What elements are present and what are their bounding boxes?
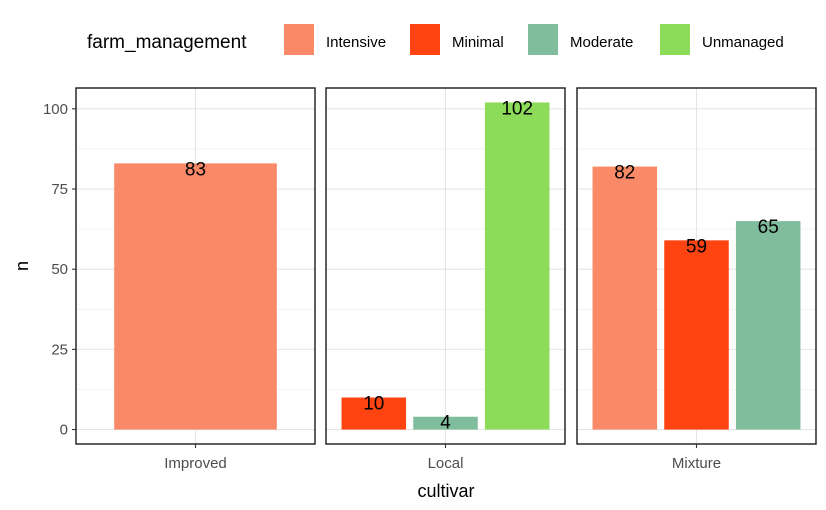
panel-mixture: 82 59 65 Mixture (576, 87, 817, 472)
y-axis-title: n (12, 261, 32, 271)
x-tick-label-local: Local (428, 455, 464, 472)
legend-label-unmanaged: Unmanaged (702, 34, 784, 51)
legend: farm_management Intensive Minimal Moderate… (87, 24, 784, 55)
legend-label-minimal: Minimal (452, 34, 504, 51)
bar-mixture-moderate (735, 221, 801, 430)
y-tick-label-0: 0 (60, 422, 68, 439)
data-label-mixture-minimal: 59 (686, 236, 707, 257)
data-label-local-moderate: 4 (440, 413, 451, 434)
legend-label-intensive: Intensive (326, 34, 386, 51)
data-label-local-unmanaged: 102 (501, 98, 533, 119)
bar-improved-intensive (114, 163, 277, 430)
data-label-improved-intensive: 83 (185, 159, 206, 180)
bar-local-moderate (413, 416, 478, 430)
panel-local: 10 4 102 Local (325, 87, 566, 472)
x-tick-label-improved: Improved (164, 455, 227, 472)
panel-improved: 83 Improved (75, 87, 316, 472)
bar-mixture-minimal (664, 240, 729, 430)
y-tick-label-75: 75 (51, 181, 68, 198)
bar-local-minimal (341, 397, 407, 430)
data-label-mixture-moderate: 65 (758, 217, 779, 238)
y-tick-label-100: 100 (43, 101, 68, 118)
legend-swatch-minimal (410, 24, 440, 55)
y-axis: 0 25 50 75 100 (43, 101, 76, 439)
legend-swatch-moderate (528, 24, 558, 55)
bar-mixture-intensive (592, 166, 658, 430)
legend-swatch-intensive (284, 24, 314, 55)
legend-label-moderate: Moderate (570, 34, 633, 51)
y-tick-label-50: 50 (51, 261, 68, 278)
bar-local-unmanaged (484, 102, 550, 430)
facet-panels: 83 Improved 10 4 102 Local 82 59 65 Mixture (75, 87, 817, 472)
x-axis-title: cultivar (417, 481, 474, 501)
legend-swatch-unmanaged (660, 24, 690, 55)
legend-title: farm_management (87, 32, 247, 53)
y-tick-label-25: 25 (51, 341, 68, 358)
data-label-local-minimal: 10 (363, 393, 384, 414)
x-tick-label-mixture: Mixture (672, 455, 721, 472)
data-label-mixture-intensive: 82 (614, 163, 635, 184)
